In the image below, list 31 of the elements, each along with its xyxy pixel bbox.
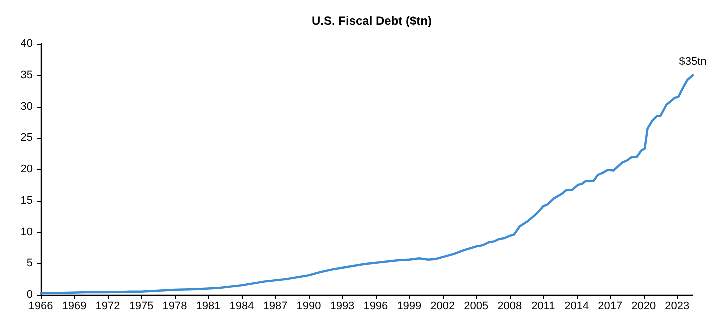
x-tick-label: 2008: [498, 300, 522, 312]
x-tick-label: 2005: [464, 300, 489, 312]
y-tick-label: 25: [20, 132, 33, 144]
x-tick-label: 1990: [296, 300, 322, 312]
x-tick-label: 1981: [196, 300, 221, 312]
y-tick-label: 15: [20, 194, 33, 207]
x-tick-label: 1996: [364, 300, 388, 312]
x-tick-label: 1993: [330, 300, 355, 312]
x-tick-label: 1975: [129, 300, 154, 312]
x-tick-label: 1972: [96, 300, 120, 312]
x-tick-label: 2017: [598, 300, 623, 312]
x-tick-label: 1984: [230, 300, 254, 312]
x-tick-label: 2023: [665, 300, 690, 312]
x-tick-label: 2011: [532, 300, 556, 312]
x-tick-label: 1969: [62, 300, 87, 312]
x-tick-label: 2002: [430, 300, 456, 312]
x-tick-label: 2020: [632, 300, 656, 312]
y-tick-label: 35: [20, 69, 33, 82]
x-tick-label: 1966: [28, 300, 54, 312]
x-tick-label: 1987: [263, 300, 288, 312]
x-tick-label: 1978: [162, 300, 188, 312]
y-tick-label: 40: [20, 38, 33, 50]
annotation: $35tn: [679, 56, 707, 68]
y-tick-label: 0: [26, 289, 33, 301]
x-tick-label: 2014: [564, 300, 590, 312]
y-tick-label: 30: [20, 100, 33, 113]
x-tick-label: 1999: [397, 300, 422, 312]
y-tick-label: 5: [26, 258, 33, 270]
chart-title: U.S. Fiscal Debt ($tn): [312, 14, 432, 28]
y-tick-label: 20: [20, 164, 33, 176]
y-tick-label: 10: [20, 226, 33, 238]
